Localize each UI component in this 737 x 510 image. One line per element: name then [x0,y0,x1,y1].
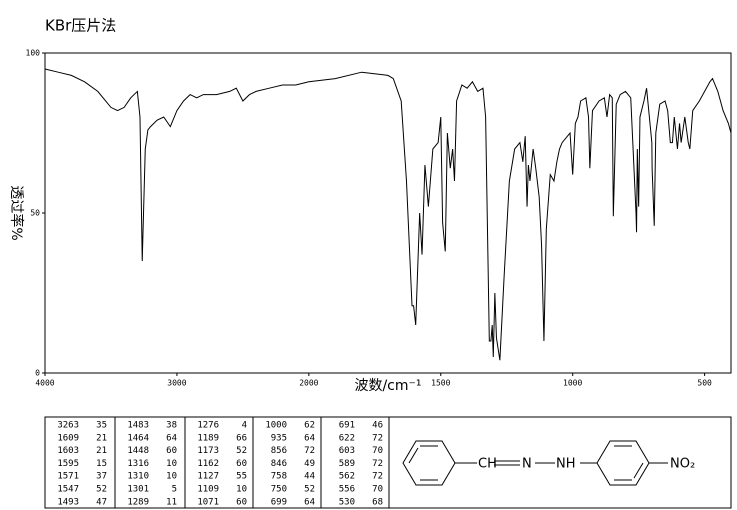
table-dividers [114,417,390,508]
peak-wavenumber: 1603 [57,446,79,456]
peak-transmittance: 37 [96,472,107,482]
spectrum-line [44,68,732,361]
peak-transmittance: 60 [236,459,247,469]
structure-label: N [522,457,532,472]
peak-wavenumber: 1071 [197,497,219,507]
peak-wavenumber: 935 [271,433,287,443]
peak-transmittance: 55 [236,472,247,482]
peak-wavenumber: 1595 [57,459,79,469]
plot-frame [44,52,732,374]
peak-wavenumber: 622 [339,433,355,443]
peak-transmittance: 11 [166,497,177,507]
peak-transmittance: 38 [166,421,177,431]
peak-wavenumber: 589 [339,459,355,469]
x-tick-label: 1000 [563,379,582,388]
peak-transmittance: 64 [304,433,315,443]
peak-transmittance: 10 [166,459,177,469]
peak-wavenumber: 699 [271,497,287,507]
peak-transmittance: 72 [304,446,315,456]
peak-wavenumber: 1483 [127,421,149,431]
peak-wavenumber: 1301 [127,485,149,495]
y-tick-label: 50 [30,209,40,218]
peak-wavenumber: 556 [339,485,355,495]
y-tick-label: 100 [26,49,41,58]
peak-wavenumber: 758 [271,472,287,482]
peak-transmittance: 52 [304,485,315,495]
peak-transmittance: 70 [372,446,383,456]
peak-transmittance: 68 [372,497,383,507]
peak-wavenumber: 750 [271,485,287,495]
peak-transmittance: 70 [372,485,383,495]
peak-wavenumber: 856 [271,446,287,456]
peak-transmittance: 5 [172,485,177,495]
peak-transmittance: 52 [236,446,247,456]
peak-wavenumber: 1310 [127,472,149,482]
peak-transmittance: 21 [96,433,107,443]
peak-transmittance: 64 [166,433,177,443]
structure-label: NO₂ [670,457,695,472]
peak-wavenumber: 603 [339,446,355,456]
x-tick-label: 500 [697,379,712,388]
peak-transmittance: 4 [242,421,247,431]
peak-wavenumber: 562 [339,472,355,482]
peak-wavenumber: 1571 [57,472,79,482]
peak-wavenumber: 1109 [197,485,219,495]
peak-transmittance: 62 [304,421,315,431]
peak-wavenumber: 1162 [197,459,219,469]
peak-wavenumber: 1609 [57,433,79,443]
peak-wavenumber: 1547 [57,485,79,495]
peak-transmittance: 72 [372,433,383,443]
x-axis-label: 波数/cm⁻¹ [354,378,421,394]
peak-transmittance: 72 [372,459,383,469]
peak-wavenumber: 1127 [197,472,219,482]
peak-transmittance: 10 [166,472,177,482]
peak-transmittance: 49 [304,459,315,469]
structure-label: CH [478,457,497,472]
structure-bonds [402,440,668,486]
peak-wavenumber: 1448 [127,446,149,456]
peak-wavenumber: 1189 [197,433,219,443]
peak-wavenumber: 1316 [127,459,149,469]
table-frame [44,416,732,509]
peak-transmittance: 15 [96,459,107,469]
peak-transmittance: 72 [372,472,383,482]
peak-transmittance: 47 [96,497,107,507]
peak-transmittance: 52 [96,485,107,495]
peak-wavenumber: 1173 [197,446,219,456]
x-tick-label: 3000 [167,379,186,388]
peak-transmittance: 21 [96,446,107,456]
peak-transmittance: 46 [372,421,383,431]
peak-transmittance: 44 [304,472,315,482]
peak-transmittance: 10 [236,485,247,495]
structure-label: NH [556,457,576,472]
peak-transmittance: 35 [96,421,107,431]
peak-transmittance: 60 [236,497,247,507]
peak-transmittance: 66 [236,433,247,443]
peak-wavenumber: 3263 [57,421,79,431]
x-tick-label: 4000 [35,379,54,388]
peak-wavenumber: 1289 [127,497,149,507]
y-axis-label: 透过率% [8,185,25,240]
peak-wavenumber: 691 [339,421,355,431]
peak-transmittance: 64 [304,497,315,507]
peak-wavenumber: 1000 [265,421,287,431]
peak-wavenumber: 530 [339,497,355,507]
x-tick-label: 2000 [299,379,318,388]
peak-wavenumber: 1276 [197,421,219,431]
y-tick-label: 0 [35,369,40,378]
peak-transmittance: 60 [166,446,177,456]
peak-wavenumber: 846 [271,459,287,469]
peak-wavenumber: 1464 [127,433,149,443]
x-tick-label: 1500 [431,379,450,388]
chart-title: KBr压片法 [45,17,116,35]
peak-wavenumber: 1493 [57,497,79,507]
